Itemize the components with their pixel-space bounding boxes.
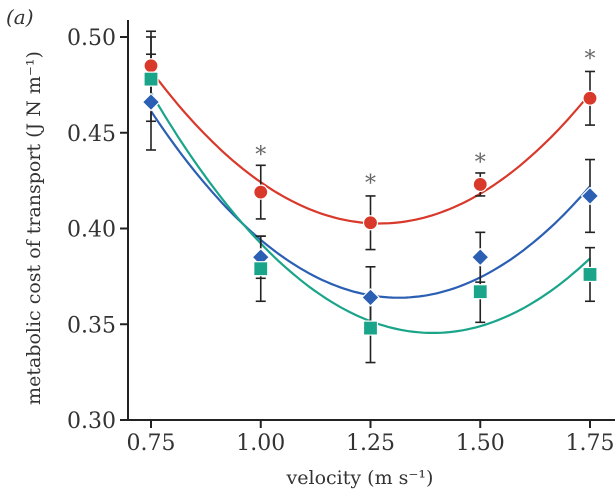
significance-star: * [585,47,596,72]
y-tick-label: 0.50 [67,26,116,51]
plot-area: 0.75 1.00 1.25 1.50 1.75 0.30 0.35 0.40 0.45 0.50… [67,20,615,456]
data-point-circle [582,90,598,106]
x-tick-label: 1.50 [456,431,505,456]
x-tick-label: 0.75 [127,431,176,456]
significance-star: * [365,172,376,197]
y-tick-label: 0.30 [67,409,116,434]
data-point-diamond [361,288,380,307]
y-tick-label: 0.40 [67,218,116,243]
data-point-circle [362,215,379,231]
x-tick-label: 1.75 [566,431,615,456]
x-axis-label: velocity (m s⁻¹) [286,467,434,489]
data-point-square [582,266,598,283]
data-point-circle [143,58,159,74]
data-point-circle [472,176,488,193]
y-axis-label: metabolic cost of transport (J N m⁻¹) [23,51,45,405]
significance-star: * [255,143,266,168]
x-tick-label: 1.25 [346,431,395,456]
data-point-square [362,320,379,336]
data-point-square [143,71,159,87]
data-point-square [472,284,488,300]
panel-label: (a) [6,5,34,29]
data-point-diamond [141,92,161,112]
y-tick-label: 0.35 [67,313,116,338]
y-tick-label: 0.45 [67,122,116,147]
x-tick-label: 1.00 [236,431,285,456]
data-point-circle [253,184,269,200]
data-point-diamond [470,247,490,267]
data-point-diamond [580,186,600,206]
significance-star: * [475,151,486,176]
data-point-square [253,261,269,277]
